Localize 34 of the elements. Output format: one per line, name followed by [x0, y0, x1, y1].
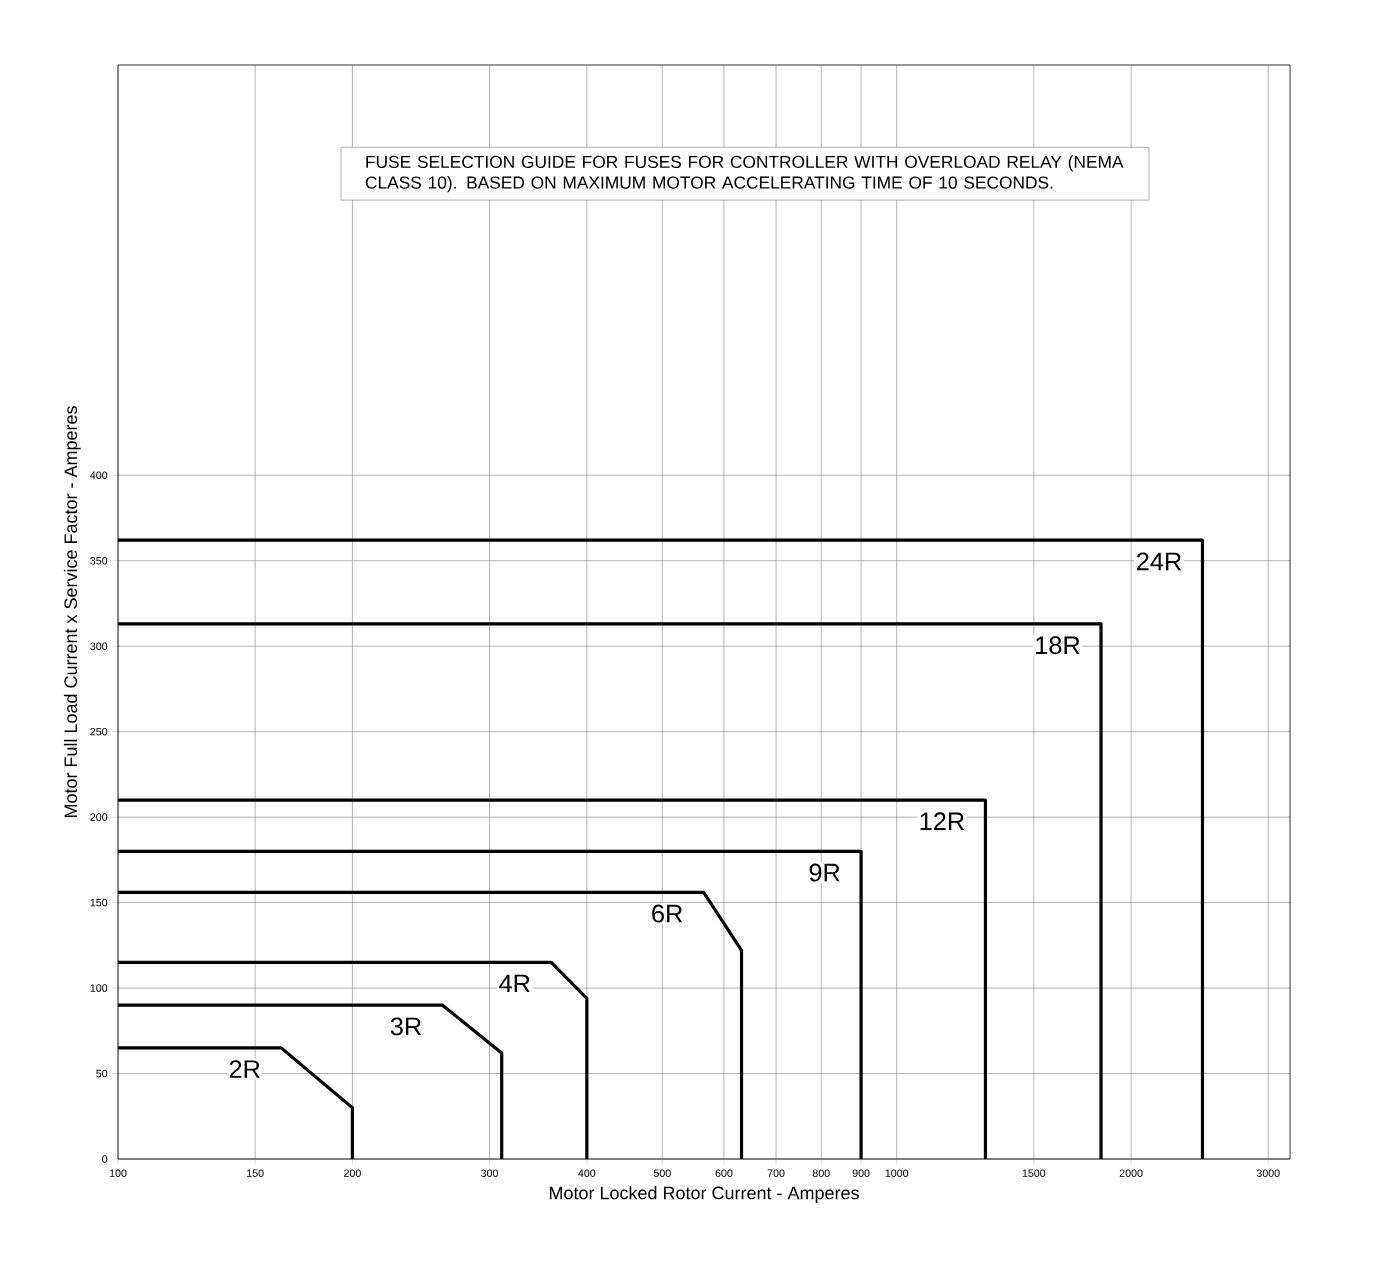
y-tick-label: 350 — [90, 556, 108, 565]
series-label: 2R — [229, 1060, 260, 1078]
y-tick-label: 400 — [90, 471, 108, 480]
x-tick-label: 1000 — [885, 1169, 909, 1177]
y-tick-label: 100 — [90, 984, 108, 992]
x-tick-label: 2000 — [1119, 1169, 1143, 1177]
series-label: 24R — [1137, 552, 1182, 571]
x-tick-label: 150 — [247, 1169, 264, 1177]
x-tick-label: 100 — [109, 1169, 127, 1177]
y-tick-label: 0 — [102, 1155, 108, 1163]
x-tick-label: 400 — [578, 1169, 596, 1177]
series-label: 4R — [499, 974, 530, 993]
series-label: 12R — [920, 812, 964, 830]
series-label: 3R — [390, 1017, 421, 1036]
x-tick-label: 600 — [715, 1169, 733, 1177]
x-tick-label: 300 — [481, 1169, 499, 1177]
x-tick-label: 500 — [653, 1169, 671, 1177]
x-tick-label: 900 — [852, 1169, 870, 1177]
y-tick-label: 150 — [90, 898, 108, 907]
x-tick-label: 800 — [812, 1169, 830, 1177]
x-tick-label: 200 — [344, 1169, 361, 1177]
y-axis-title: Motor Full Load Current x Service Factor - Amperes — [63, 406, 81, 818]
series-label: 18R — [1036, 636, 1080, 655]
x-tick-label: 700 — [767, 1169, 785, 1177]
x-tick-label: 3000 — [1256, 1169, 1280, 1177]
y-tick-label: 200 — [90, 813, 108, 821]
y-tick-label: 50 — [96, 1069, 108, 1078]
series-label: 9R — [809, 863, 840, 882]
annotation: FUSE SELECTION GUIDE FOR FUSES FOR CONTROLLER WITH OVERLOAD RELAY (NEMA CLASS 10). BASED ON MAXIMUM MOTOR ACCELERATING TIME OF 10 SECONDS. — [365, 155, 1124, 193]
x-tick-label: 1500 — [1022, 1169, 1046, 1177]
x-axis-title: Motor Locked Rotor Current - Amperes — [549, 1186, 859, 1203]
y-tick-label: 300 — [90, 642, 108, 650]
y-tick-label: 250 — [90, 727, 108, 736]
series-label: 6R — [652, 904, 683, 923]
